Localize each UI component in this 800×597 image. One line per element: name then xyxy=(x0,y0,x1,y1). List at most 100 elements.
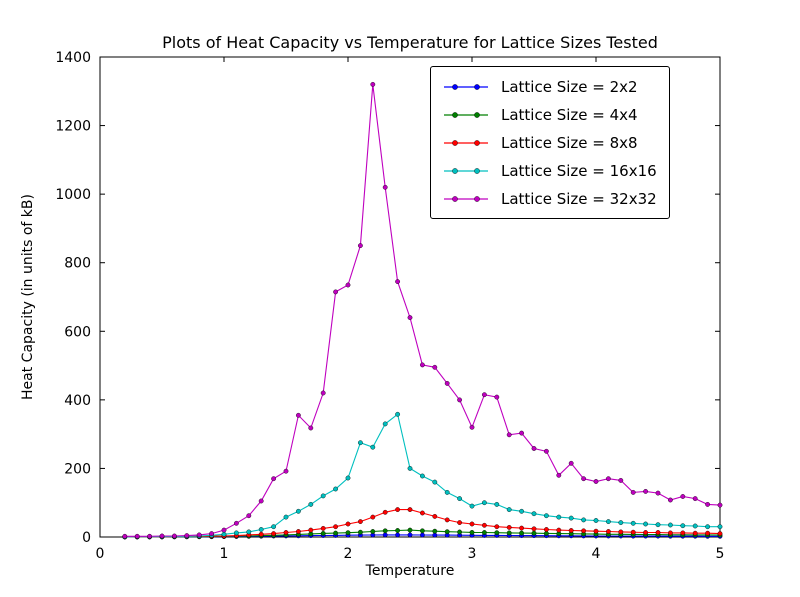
data-point-marker xyxy=(246,529,252,535)
series-markers-lattice-size-16x16 xyxy=(122,411,723,540)
legend-label: Lattice Size = 16x16 xyxy=(501,161,657,180)
data-point-marker xyxy=(419,532,425,538)
data-point-marker xyxy=(419,473,425,479)
data-point-marker xyxy=(320,493,326,499)
data-point-marker xyxy=(469,424,475,430)
legend-item: Lattice Size = 16x16 xyxy=(441,158,657,183)
data-point-marker xyxy=(419,362,425,368)
data-point-marker xyxy=(494,530,500,536)
data-point-marker xyxy=(655,530,661,535)
data-point-marker xyxy=(506,530,512,536)
data-point-marker xyxy=(357,529,363,535)
data-point-marker xyxy=(283,530,289,535)
data-point-marker xyxy=(630,489,636,495)
legend-label: Lattice Size = 32x32 xyxy=(501,189,657,208)
data-point-marker xyxy=(593,518,599,523)
data-point-marker xyxy=(506,507,512,512)
legend-key-sample xyxy=(444,139,488,146)
legend-item: Lattice Size = 32x32 xyxy=(441,186,657,211)
data-point-marker xyxy=(544,448,549,454)
x-tick-label: 5 xyxy=(716,546,725,562)
data-point-marker xyxy=(271,531,276,536)
data-point-marker xyxy=(568,515,574,521)
legend-label: Lattice Size = 8x8 xyxy=(501,133,638,152)
x-tick-label: 3 xyxy=(468,546,477,562)
x-tick-label: 1 xyxy=(220,546,229,562)
data-point-marker xyxy=(494,394,500,400)
x-tick-label: 2 xyxy=(344,546,353,562)
data-point-marker xyxy=(333,289,338,295)
y-tick-label: 1000 xyxy=(55,187,91,203)
data-point-marker xyxy=(308,425,314,431)
data-point-marker xyxy=(481,530,487,535)
data-point-marker xyxy=(668,522,673,528)
y-tick-label: 0 xyxy=(82,530,91,546)
y-tick-label: 600 xyxy=(64,324,91,340)
data-point-marker xyxy=(457,529,462,535)
data-point-marker xyxy=(258,527,264,532)
data-point-marker xyxy=(407,507,413,512)
data-point-marker xyxy=(581,476,586,482)
data-point-marker xyxy=(171,533,177,539)
y-tick-label: 1200 xyxy=(55,119,91,135)
data-point-marker xyxy=(692,496,698,501)
data-point-marker xyxy=(519,530,524,536)
data-point-marker xyxy=(382,528,388,534)
data-point-marker xyxy=(407,532,413,538)
data-point-marker xyxy=(556,514,562,520)
data-point-marker xyxy=(345,282,351,288)
data-point-marker xyxy=(308,501,314,507)
data-point-marker xyxy=(506,432,512,438)
data-point-marker xyxy=(606,529,611,534)
data-point-marker xyxy=(233,520,239,526)
data-point-marker xyxy=(320,531,326,536)
data-point-marker xyxy=(370,444,376,450)
chart-title: Plots of Heat Capacity vs Temperature fo… xyxy=(162,33,658,52)
data-point-marker xyxy=(382,509,388,515)
data-point-marker xyxy=(680,494,686,499)
data-point-marker xyxy=(655,522,661,528)
data-point-marker xyxy=(531,511,537,517)
data-point-marker xyxy=(469,503,475,509)
data-point-marker xyxy=(668,530,673,536)
y-tick-label: 400 xyxy=(64,393,91,409)
data-point-marker xyxy=(147,533,153,539)
data-point-marker xyxy=(221,531,227,537)
data-point-marker xyxy=(606,476,611,482)
data-point-marker xyxy=(444,380,450,386)
data-point-marker xyxy=(457,520,462,525)
data-point-marker xyxy=(357,440,363,446)
data-point-marker xyxy=(630,529,636,535)
data-point-marker xyxy=(519,430,524,436)
data-point-marker xyxy=(717,531,723,536)
data-point-marker xyxy=(357,519,363,524)
data-point-marker xyxy=(717,502,723,508)
data-point-marker xyxy=(407,465,413,471)
legend-item: Lattice Size = 8x8 xyxy=(441,130,657,155)
data-point-marker xyxy=(531,526,537,532)
data-point-marker xyxy=(333,486,338,492)
data-point-marker xyxy=(271,476,276,482)
data-point-marker xyxy=(692,523,698,529)
data-point-marker xyxy=(395,411,400,417)
data-point-marker xyxy=(419,510,425,516)
data-point-marker xyxy=(184,533,190,538)
data-point-marker xyxy=(593,528,599,534)
legend-item: Lattice Size = 2x2 xyxy=(441,74,657,99)
data-point-marker xyxy=(395,507,400,512)
data-point-marker xyxy=(618,520,624,525)
data-point-marker xyxy=(370,514,376,520)
data-point-marker xyxy=(469,521,475,527)
x-axis-label: Temperature xyxy=(365,563,455,579)
data-point-marker xyxy=(196,532,202,538)
data-point-marker xyxy=(345,521,351,527)
data-point-marker xyxy=(308,527,314,533)
data-point-marker xyxy=(345,530,351,536)
data-point-marker xyxy=(432,479,438,485)
data-point-marker xyxy=(258,498,264,504)
data-point-marker xyxy=(345,475,351,481)
data-point-marker xyxy=(444,489,450,495)
data-point-marker xyxy=(556,527,562,533)
